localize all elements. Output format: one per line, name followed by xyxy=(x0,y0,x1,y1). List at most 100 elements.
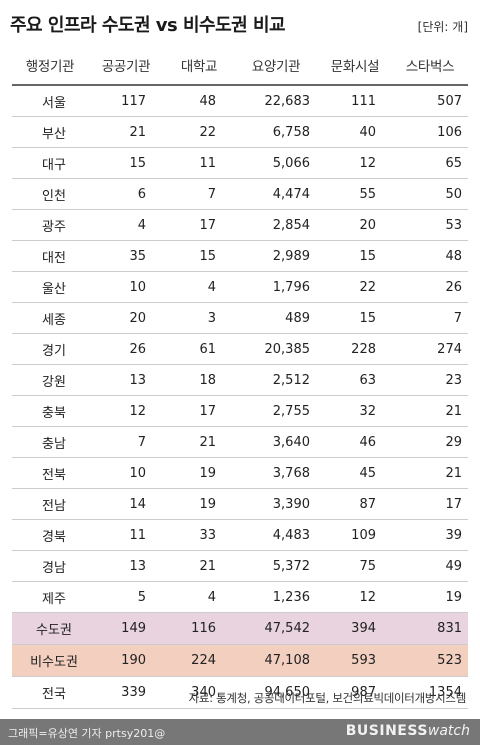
value-cell: 111 xyxy=(318,85,392,117)
table-row: 대전 35 15 2,989 15 48 xyxy=(12,240,468,272)
brand-logo-light: watch xyxy=(427,723,470,739)
value-cell: 48 xyxy=(392,240,468,272)
value-cell: 47,108 xyxy=(234,644,318,677)
value-cell: 22,683 xyxy=(234,85,318,117)
column-header-care-facilities: 요양기관 xyxy=(234,46,318,86)
value-cell: 190 xyxy=(88,644,164,677)
value-cell: 17 xyxy=(392,488,468,520)
value-cell: 12 xyxy=(88,395,164,427)
brand-logo: BUSINESSwatch xyxy=(346,723,470,739)
table-row: 인천 6 7 4,474 55 50 xyxy=(12,178,468,210)
value-cell: 987 xyxy=(318,676,392,709)
region-name-cell: 광주 xyxy=(12,209,88,241)
table-row: 부산 21 22 6,758 40 106 xyxy=(12,116,468,148)
table-row: 제주 5 4 1,236 12 19 xyxy=(12,581,468,613)
value-cell: 1354 xyxy=(392,676,468,709)
value-cell: 11 xyxy=(164,147,234,179)
region-name-cell: 충북 xyxy=(12,395,88,427)
value-cell: 2,512 xyxy=(234,364,318,396)
value-cell: 63 xyxy=(318,364,392,396)
column-header-region: 행정기관 xyxy=(12,46,88,86)
value-cell: 55 xyxy=(318,178,392,210)
value-cell: 10 xyxy=(88,271,164,303)
table-row: 세종 20 3 489 15 7 xyxy=(12,302,468,334)
value-cell: 1,236 xyxy=(234,581,318,613)
value-cell: 29 xyxy=(392,426,468,458)
region-name-cell: 경남 xyxy=(12,550,88,582)
value-cell: 50 xyxy=(392,178,468,210)
value-cell: 1,796 xyxy=(234,271,318,303)
value-cell: 5 xyxy=(88,581,164,613)
table-row: 경북 11 33 4,483 109 39 xyxy=(12,519,468,551)
summary-row-metro: 수도권 149 116 47,542 394 831 xyxy=(12,612,468,645)
infrastructure-table: 행정기관 공공기관 대학교 요양기관 문화시설 스타벅스 서울 117 48 22,6… xyxy=(12,46,468,709)
unit-label: [단위: 개] xyxy=(417,20,468,34)
value-cell: 15 xyxy=(164,240,234,272)
table-row: 전북 10 19 3,768 45 21 xyxy=(12,457,468,489)
region-name-cell: 충남 xyxy=(12,426,88,458)
value-cell: 19 xyxy=(164,488,234,520)
value-cell: 7 xyxy=(164,178,234,210)
value-cell: 2,989 xyxy=(234,240,318,272)
table-row: 경기 26 61 20,385 228 274 xyxy=(12,333,468,365)
value-cell: 20,385 xyxy=(234,333,318,365)
value-cell: 12 xyxy=(318,581,392,613)
region-name-cell: 경북 xyxy=(12,519,88,551)
value-cell: 4 xyxy=(164,271,234,303)
table-row: 울산 10 4 1,796 22 26 xyxy=(12,271,468,303)
region-name-cell: 부산 xyxy=(12,116,88,148)
value-cell: 87 xyxy=(318,488,392,520)
table-row: 서울 117 48 22,683 111 507 xyxy=(12,85,468,117)
footer-bar: 그래픽=유상연 기자 prtsy201@ BUSINESSwatch xyxy=(0,719,480,745)
value-cell: 3,768 xyxy=(234,457,318,489)
region-name-cell: 울산 xyxy=(12,271,88,303)
region-name-cell: 전국 xyxy=(12,676,88,709)
value-cell: 13 xyxy=(88,550,164,582)
value-cell: 19 xyxy=(164,457,234,489)
value-cell: 228 xyxy=(318,333,392,365)
region-name-cell: 경기 xyxy=(12,333,88,365)
value-cell: 21 xyxy=(88,116,164,148)
value-cell: 394 xyxy=(318,612,392,645)
value-cell: 3,640 xyxy=(234,426,318,458)
value-cell: 13 xyxy=(88,364,164,396)
value-cell: 20 xyxy=(88,302,164,334)
summary-row-total: 전국 339 340 94,650 987 1354 xyxy=(12,676,468,709)
column-header-public-institutions: 공공기관 xyxy=(88,46,164,86)
value-cell: 19 xyxy=(392,581,468,613)
value-cell: 224 xyxy=(164,644,234,677)
value-cell: 149 xyxy=(88,612,164,645)
value-cell: 523 xyxy=(392,644,468,677)
value-cell: 3 xyxy=(164,302,234,334)
brand-logo-strong: BUSINESS xyxy=(345,723,428,739)
table-row: 충북 12 17 2,755 32 21 xyxy=(12,395,468,427)
value-cell: 5,066 xyxy=(234,147,318,179)
value-cell: 593 xyxy=(318,644,392,677)
region-name-cell: 강원 xyxy=(12,364,88,396)
value-cell: 22 xyxy=(164,116,234,148)
value-cell: 94,650 xyxy=(234,676,318,709)
value-cell: 106 xyxy=(392,116,468,148)
value-cell: 20 xyxy=(318,209,392,241)
value-cell: 109 xyxy=(318,519,392,551)
table-row: 경남 13 21 5,372 75 49 xyxy=(12,550,468,582)
value-cell: 75 xyxy=(318,550,392,582)
value-cell: 45 xyxy=(318,457,392,489)
value-cell: 35 xyxy=(88,240,164,272)
value-cell: 21 xyxy=(164,426,234,458)
table-row: 대구 15 11 5,066 12 65 xyxy=(12,147,468,179)
table-row: 전남 14 19 3,390 87 17 xyxy=(12,488,468,520)
value-cell: 831 xyxy=(392,612,468,645)
region-name-cell: 제주 xyxy=(12,581,88,613)
summary-row-nonmetro: 비수도권 190 224 47,108 593 523 xyxy=(12,644,468,677)
value-cell: 23 xyxy=(392,364,468,396)
region-name-cell: 비수도권 xyxy=(12,644,88,677)
value-cell: 12 xyxy=(318,147,392,179)
value-cell: 4,474 xyxy=(234,178,318,210)
table-row: 광주 4 17 2,854 20 53 xyxy=(12,209,468,241)
value-cell: 4,483 xyxy=(234,519,318,551)
value-cell: 21 xyxy=(392,457,468,489)
header-row: 행정기관 공공기관 대학교 요양기관 문화시설 스타벅스 xyxy=(12,46,468,86)
value-cell: 116 xyxy=(164,612,234,645)
value-cell: 32 xyxy=(318,395,392,427)
